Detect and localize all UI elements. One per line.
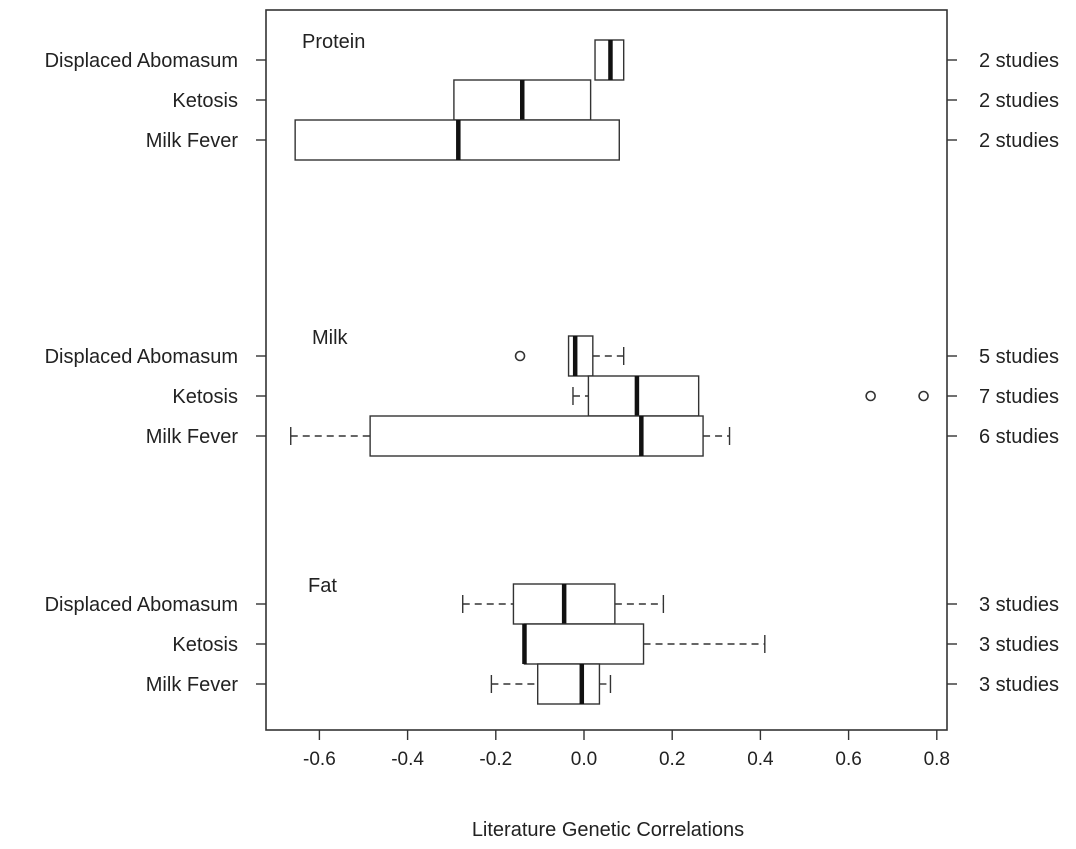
- group-label: Milk: [312, 327, 349, 349]
- box: [523, 623, 645, 665]
- studies-label: 5 studies: [979, 346, 1059, 368]
- x-tick-label: 0.4: [747, 749, 774, 770]
- studies-label: 7 studies: [979, 386, 1059, 408]
- studies-label: 6 studies: [979, 426, 1059, 448]
- x-tick-label: -0.4: [391, 749, 424, 770]
- x-tick-label: 0.0: [571, 749, 597, 770]
- x-tick-label: 0.8: [924, 749, 950, 770]
- outlier-point: [865, 390, 876, 402]
- group-label: Protein: [302, 31, 365, 53]
- row-label: Ketosis: [172, 386, 238, 408]
- outlier-point: [918, 390, 929, 402]
- box: [369, 415, 704, 457]
- x-tick-label: 0.2: [659, 749, 685, 770]
- x-tick-label: 0.6: [835, 749, 861, 770]
- row-label: Displaced Abomasum: [45, 346, 238, 368]
- studies-label: 3 studies: [979, 674, 1059, 696]
- box: [587, 375, 700, 417]
- studies-label: 2 studies: [979, 50, 1059, 72]
- box: [567, 335, 594, 377]
- box: [536, 663, 601, 705]
- row-label: Milk Fever: [146, 426, 239, 448]
- row-label: Displaced Abomasum: [45, 594, 238, 616]
- x-tick-label: -0.6: [303, 749, 336, 770]
- x-tick-label: -0.2: [479, 749, 512, 770]
- row-label: Ketosis: [172, 634, 238, 656]
- outlier-point: [514, 350, 526, 362]
- studies-label: 3 studies: [979, 634, 1059, 656]
- studies-label: 3 studies: [979, 594, 1059, 616]
- studies-label: 2 studies: [979, 130, 1059, 152]
- row-label: Milk Fever: [146, 674, 239, 696]
- row-label: Displaced Abomasum: [45, 50, 238, 72]
- studies-label: 2 studies: [979, 90, 1059, 112]
- row-label: Milk Fever: [146, 130, 239, 152]
- plot-frame: [265, 9, 948, 731]
- row-label: Ketosis: [172, 90, 238, 112]
- x-axis-title: Literature Genetic Correlations: [472, 819, 744, 841]
- group-label: Fat: [308, 575, 337, 597]
